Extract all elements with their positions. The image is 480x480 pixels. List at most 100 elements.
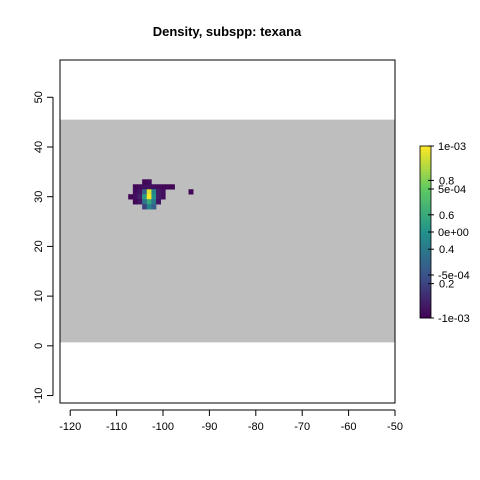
colorbar-segment: [420, 172, 431, 175]
density-cell: [142, 199, 147, 204]
density-cell: [147, 179, 152, 184]
colorbar-segment: [420, 235, 431, 238]
colorbar-segment: [420, 203, 431, 206]
colorbar-segment: [420, 243, 431, 246]
colorbar-segment: [420, 183, 431, 186]
colorbar-segment: [420, 232, 431, 235]
density-cell: [156, 199, 161, 204]
colorbar-segment: [420, 149, 431, 152]
x-tick-label: -90: [201, 421, 217, 433]
colorbar-tick-label: 1e-03: [438, 141, 466, 153]
y-tick-label: 50: [33, 91, 45, 103]
density-cell: [151, 204, 156, 209]
density-cell: [133, 184, 138, 189]
density-cell: [142, 184, 147, 189]
colorbar-segment: [420, 309, 431, 312]
colorbar-segment: [420, 223, 431, 226]
density-cell: [147, 204, 152, 209]
colorbar-segment: [420, 206, 431, 209]
colorbar-segment: [420, 298, 431, 301]
colorbar-segment: [420, 252, 431, 255]
x-tick-label: -110: [106, 421, 127, 433]
x-tick-label: -100: [152, 421, 174, 433]
colorbar-segment: [420, 241, 431, 244]
colorbar-segment: [420, 278, 431, 281]
colorbar-segment: [420, 238, 431, 241]
colorbar-segment: [420, 209, 431, 212]
colorbar-segment: [420, 163, 431, 166]
colorbar-tick-label: -1e-03: [438, 313, 470, 325]
colorbar-segment: [420, 292, 431, 295]
colorbar-segment: [420, 255, 431, 258]
colorbar-segment: [420, 258, 431, 261]
colorbar-segment: [420, 169, 431, 172]
colorbar-segment: [420, 307, 431, 310]
colorbar-segment: [420, 264, 431, 267]
colorbar-segment: [420, 157, 431, 160]
colorbar-segment: [420, 249, 431, 252]
density-cell: [161, 194, 166, 199]
colorbar-segment: [420, 192, 431, 195]
colorbar: 0.2 0.4 0.6 0.8 -1e-03 -5e-04 0e+00 5e-04 1e-03: [420, 141, 470, 325]
colorbar-segment: [420, 284, 431, 287]
y-tick-label: 30: [33, 191, 45, 203]
colorbar-segment: [420, 275, 431, 278]
colorbar-tick-label: -5e-04: [438, 270, 470, 282]
x-tick-label: -50: [387, 421, 403, 433]
colorbar-segment: [420, 301, 431, 304]
density-cell: [156, 189, 161, 194]
density-cell: [151, 199, 156, 204]
chart-title: Density, subspp: texana: [153, 24, 302, 39]
colorbar-segment: [420, 289, 431, 292]
density-cell: [142, 204, 147, 209]
density-cell: [137, 189, 142, 194]
density-cell: [156, 184, 161, 189]
colorbar-tick-label: 0e+00: [438, 227, 469, 239]
y-tick-label: 40: [33, 141, 45, 153]
colorbar-segment: [420, 295, 431, 298]
density-cell: [128, 194, 133, 199]
colorbar-segment: [420, 166, 431, 169]
y-tick-label: 10: [33, 290, 45, 302]
colorbar-segment: [420, 221, 431, 224]
colorbar-tick-label: 0.6: [439, 210, 454, 222]
colorbar-segment: [420, 146, 431, 149]
density-cell: [147, 194, 152, 199]
y-tick-label: 20: [33, 240, 45, 252]
y-axis: -1001020304050: [33, 91, 53, 403]
colorbar-segment: [420, 218, 431, 221]
density-cell: [133, 199, 138, 204]
density-cell: [147, 199, 152, 204]
colorbar-segment: [420, 198, 431, 201]
colorbar-segment: [420, 304, 431, 307]
colorbar-segment: [420, 261, 431, 264]
density-cell: [137, 194, 142, 199]
colorbar-segment: [420, 200, 431, 203]
density-cell: [151, 184, 156, 189]
density-cell: [142, 179, 147, 184]
colorbar-segment: [420, 152, 431, 155]
colorbar-segment: [420, 175, 431, 178]
grey-land-band: [60, 120, 395, 343]
colorbar-segment: [420, 155, 431, 158]
x-tick-label: -80: [248, 421, 264, 433]
density-cell: [161, 184, 166, 189]
colorbar-segment: [420, 160, 431, 163]
colorbar-segment: [420, 226, 431, 229]
density-cell: [142, 189, 147, 194]
density-cell: [147, 189, 152, 194]
x-tick-label: -60: [341, 421, 357, 433]
density-cell: [165, 184, 170, 189]
density-cell: [142, 194, 147, 199]
x-tick-label: -120: [59, 421, 81, 433]
density-cell: [151, 194, 156, 199]
colorbar-segment: [420, 269, 431, 272]
colorbar-segment: [420, 266, 431, 269]
density-cell: [137, 184, 142, 189]
colorbar-segment: [420, 195, 431, 198]
colorbar-segment: [420, 286, 431, 289]
y-tick-label: -10: [33, 388, 45, 404]
density-cell: [133, 189, 138, 194]
x-tick-label: -70: [294, 421, 310, 433]
